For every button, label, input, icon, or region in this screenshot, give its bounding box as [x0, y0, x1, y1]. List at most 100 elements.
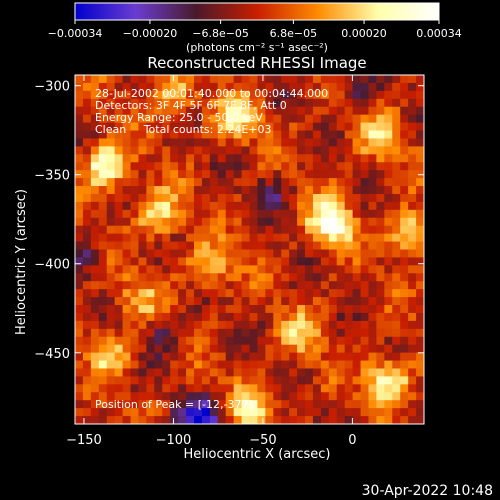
heatmap-cell — [138, 328, 147, 338]
heatmap-cell — [98, 186, 108, 195]
heatmap-cell — [106, 209, 116, 219]
heatmap-cell — [217, 352, 227, 362]
heatmap-cell — [408, 114, 417, 124]
heatmap-cell — [233, 312, 243, 322]
heatmap-cell — [368, 257, 377, 266]
heatmap-cell — [368, 305, 377, 314]
heatmap-cell — [201, 122, 211, 132]
heatmap-cell — [352, 265, 362, 274]
heatmap-cell — [297, 360, 306, 369]
heatmap-cell — [201, 273, 211, 282]
heatmap-cell — [400, 162, 409, 171]
heatmap-cell — [257, 328, 266, 338]
heatmap-cell — [368, 289, 377, 298]
heatmap-cell — [138, 305, 147, 314]
heatmap-cell — [265, 416, 274, 425]
heatmap-cell — [186, 384, 195, 393]
heatmap-cell — [217, 392, 227, 401]
heatmap-cell — [368, 90, 377, 100]
heatmap-cell — [297, 376, 306, 385]
heatmap-cell — [360, 344, 369, 354]
heatmap-cell — [368, 312, 377, 322]
heatmap-cell — [249, 106, 258, 116]
heatmap-cell — [305, 201, 314, 211]
heatmap-cell — [193, 368, 203, 377]
heatmap-cell — [162, 209, 171, 219]
heatmap-cell — [289, 193, 298, 203]
heatmap-cell — [289, 281, 298, 290]
colorbar-tick-label: −0.00020 — [123, 27, 178, 40]
heatmap-cell — [297, 90, 306, 100]
heatmap-cell — [146, 289, 155, 298]
heatmap-cell — [146, 265, 155, 274]
heatmap-cell — [305, 162, 314, 171]
heatmap-cell — [336, 178, 346, 187]
heatmap-cell — [90, 138, 100, 147]
heatmap-cell — [368, 408, 377, 417]
heatmap-cell — [209, 98, 219, 108]
heatmap-cell — [265, 122, 274, 132]
heatmap-cell — [289, 225, 298, 235]
heatmap-cell — [106, 416, 116, 425]
heatmap-cell — [162, 416, 171, 425]
heatmap-cell — [90, 352, 100, 362]
heatmap-cell — [217, 400, 227, 409]
heatmap-cell — [273, 225, 282, 235]
heatmap-cell — [249, 273, 258, 282]
heatmap-cell — [178, 209, 187, 219]
heatmap-cell — [344, 193, 354, 203]
heatmap-cell — [400, 122, 409, 132]
heatmap-cell — [376, 376, 385, 385]
heatmap-cell — [368, 384, 377, 393]
heatmap-cell — [400, 320, 409, 330]
colorbar-unit-label: (photons cm⁻² s⁻¹ asec⁻²) — [186, 41, 328, 54]
heatmap-cell — [400, 178, 409, 187]
heatmap-cell — [384, 209, 393, 219]
heatmap-cell — [193, 75, 203, 84]
heatmap-cell — [233, 352, 243, 362]
heatmap-cell — [225, 249, 235, 258]
heatmap-cell — [241, 273, 250, 282]
heatmap-cell — [257, 336, 266, 346]
heatmap-cell — [193, 217, 203, 227]
heatmap-cell — [344, 289, 354, 298]
heatmap-cell — [384, 368, 393, 377]
heatmap-cell — [114, 178, 124, 187]
heatmap-cell — [225, 408, 235, 417]
heatmap-cell — [416, 416, 425, 425]
heatmap-cell — [209, 170, 219, 179]
heatmap-cell — [257, 265, 266, 274]
heatmap-cell — [98, 249, 108, 258]
heatmap-cell — [82, 416, 92, 425]
heatmap-cell — [320, 186, 330, 195]
heatmap-cell — [82, 320, 92, 330]
heatmap-cell — [138, 162, 147, 171]
heatmap-cell — [320, 154, 330, 163]
heatmap-cell — [154, 344, 163, 354]
heatmap-cell — [170, 360, 179, 369]
heatmap-cell — [305, 82, 314, 92]
heatmap-cell — [312, 138, 322, 147]
heatmap-cell — [186, 257, 195, 266]
heatmap-cell — [178, 154, 187, 163]
heatmap-cell — [297, 265, 306, 274]
heatmap-cell — [217, 146, 227, 155]
heatmap-cell — [146, 400, 155, 409]
heatmap-cell — [209, 154, 219, 163]
heatmap-cell — [217, 416, 227, 425]
heatmap-cell — [249, 384, 258, 393]
heatmap-cell — [312, 146, 322, 155]
heatmap-cell — [201, 146, 211, 155]
heatmap-cell — [225, 360, 235, 369]
heatmap-cell — [273, 241, 282, 250]
colorbar-tick-label: −0.00034 — [48, 27, 103, 40]
heatmap-cell — [312, 201, 322, 211]
heatmap-cell — [265, 400, 274, 409]
heatmap-cell — [384, 392, 393, 401]
heatmap-cell — [281, 249, 290, 258]
heatmap-cell — [82, 217, 92, 227]
heatmap-cell — [392, 320, 401, 330]
heatmap-cell — [336, 416, 346, 425]
heatmap-cell — [217, 328, 227, 338]
heatmap-cell — [416, 360, 425, 369]
